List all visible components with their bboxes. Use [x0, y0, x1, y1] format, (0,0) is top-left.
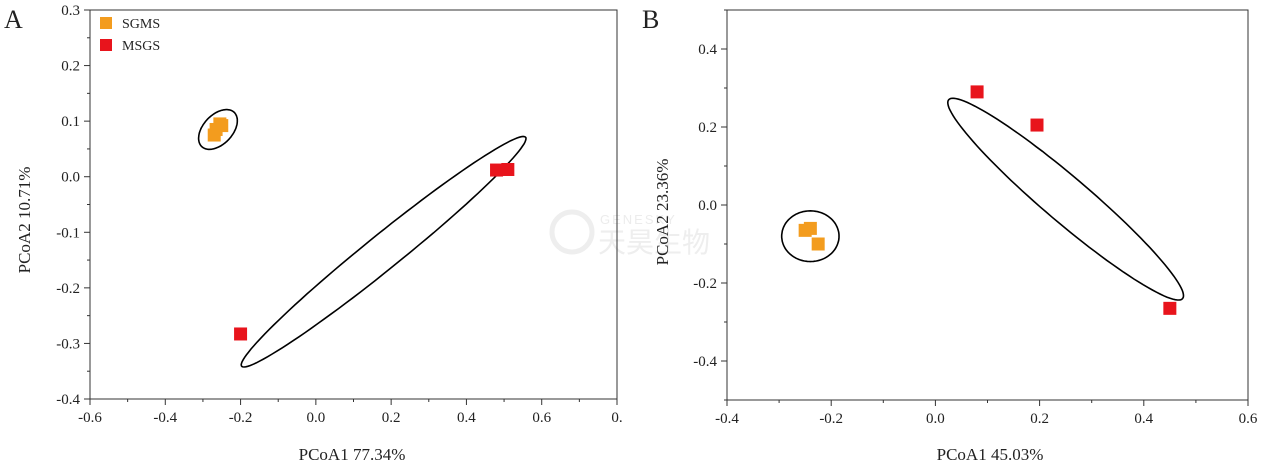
point-sgms [811, 237, 825, 251]
point-sgms [215, 119, 229, 133]
confidence-ellipse-a-0 [197, 108, 239, 151]
legend-swatch-sgms [100, 17, 112, 29]
watermark: GENESKY 天昊生物 [549, 209, 710, 259]
y-tick-label: -0.3 [56, 336, 80, 352]
panel-b-x-axis-title: PCoA1 45.03% [937, 445, 1044, 464]
y-tick-label: 0.0 [698, 198, 717, 214]
x-tick-label: 0.6 [1239, 411, 1258, 427]
point-msgs [490, 163, 504, 177]
y-tick-label: 0.1 [61, 114, 80, 130]
x-tick-label: 0.2 [1030, 411, 1049, 427]
panel-b: B -0.4 -0.2 0.0 0.2 0.4 0.6-0.4-0.20.00.20.4 … [642, 5, 1258, 464]
point-msgs [1163, 301, 1177, 315]
y-tick-label: -0.4 [56, 392, 80, 408]
panel-a: A -0.6 -0.4 -0.2 0.0 0.2 0.4 0.6 0. -0.4 -0.3 -0.2… [4, 3, 623, 464]
point-msgs [1030, 118, 1044, 132]
panel-a-x-axis-title: PCoA1 77.34% [299, 445, 406, 464]
confidence-ellipse-a-1 [240, 135, 527, 368]
confidence-ellipse-b-0 [780, 209, 840, 263]
x-tick-label: 0.4 [1134, 411, 1153, 427]
panel-b-y-axis-title: PCoA2 23.36% [653, 159, 672, 266]
y-tick-label: -0.2 [56, 281, 80, 297]
panel-a-y-axis-title: PCoA2 10.71% [15, 167, 34, 274]
x-tick-label: 0.0 [306, 410, 325, 426]
y-tick-label: 0.4 [698, 42, 717, 58]
x-tick-label: 0.0 [926, 411, 945, 427]
point-msgs [970, 85, 984, 99]
x-tick-label: -0.2 [229, 410, 253, 426]
x-tick-label: -0.4 [715, 411, 739, 427]
x-tick-label: -0.2 [819, 411, 843, 427]
watermark-logo-icon [549, 209, 595, 255]
y-tick-label: -0.2 [693, 276, 717, 292]
panel-a-frame [89, 9, 618, 400]
x-tick-label: -0.4 [153, 410, 177, 426]
x-tick-label: 0. [611, 410, 622, 426]
y-tick-label: 0.2 [698, 120, 717, 136]
legend-label-msgs: MSGS [122, 39, 160, 54]
y-tick-label: 0.2 [61, 59, 80, 75]
legend: SGMS MSGS [100, 17, 160, 54]
point-msgs [501, 162, 515, 176]
legend-swatch-msgs [100, 39, 112, 51]
watermark-en: GENESKY [600, 212, 677, 227]
point-msgs [234, 327, 248, 341]
x-tick-label: 0.2 [382, 410, 401, 426]
legend-label-sgms: SGMS [122, 17, 160, 32]
point-sgms [803, 221, 817, 235]
y-tick-label: -0.1 [56, 225, 80, 241]
y-tick-label: -0.4 [693, 354, 717, 370]
y-tick-label: 0.3 [61, 3, 80, 19]
panel-b-frame [726, 9, 1249, 401]
panel-b-letter: B [642, 5, 659, 34]
x-tick-label: -0.6 [78, 410, 102, 426]
x-tick-label: 0.6 [532, 410, 551, 426]
confidence-ellipse-b-1 [946, 97, 1185, 301]
panel-a-letter: A [4, 5, 23, 34]
x-tick-label: 0.4 [457, 410, 476, 426]
y-tick-label: 0.0 [61, 170, 80, 186]
